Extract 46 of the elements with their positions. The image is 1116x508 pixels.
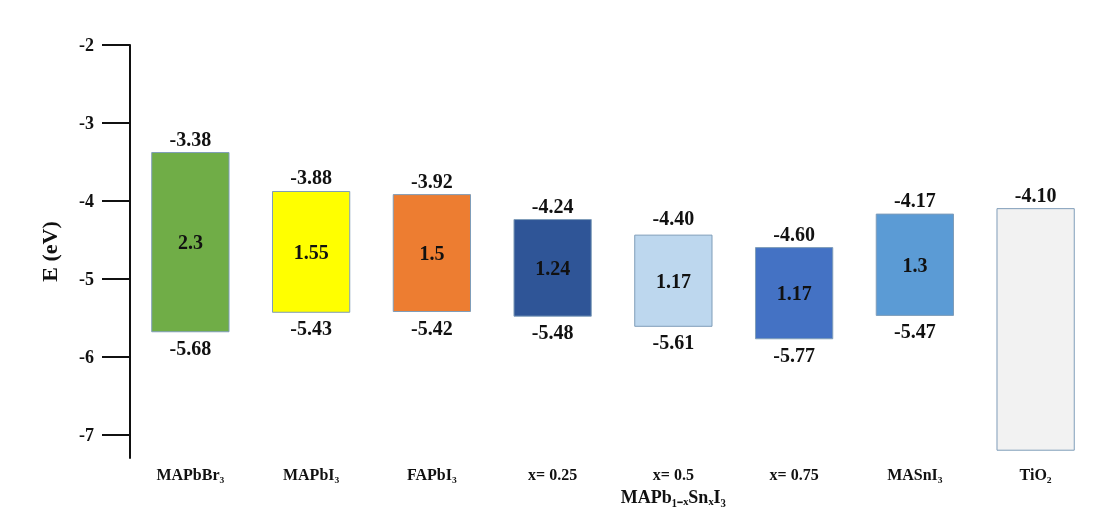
data-label: 1.24 [535,256,571,279]
annotation: -5.48 [531,321,574,344]
y-axis-title: E (eV) [36,221,62,282]
x-tick-label: FAPbI₃ [406,465,457,483]
text: MAPb₁₋ₓSnₓI₃ [620,487,727,507]
annotation: -5.43 [290,317,332,340]
x-tick-label: MAPbI₃ [282,465,340,483]
annotation: -4.24 [531,194,574,217]
annotation: -3.92 [411,169,453,192]
annotation: -5.68 [169,336,212,359]
y-tick-label: -7 [79,424,94,445]
data-label: 1.3 [902,253,928,276]
bar [996,208,1075,451]
x-tick-label: MASnI₃ [887,465,943,483]
x-tick-label: MAPbBr₃ [156,465,225,483]
y-tick-label: -4 [79,190,94,211]
bar [513,219,592,317]
annotation: -4.17 [894,189,936,212]
annotation: -5.42 [411,316,453,339]
x-tick-label: x= 0.25 [528,465,578,483]
data-label: 2.3 [177,231,203,254]
bar [271,191,351,313]
data-label: 1.5 [419,242,445,265]
data-label: 1.55 [293,240,329,263]
x-tick-label: x= 0.5 [652,465,694,483]
bar [875,213,955,316]
y-tick-label: -2 [79,35,94,55]
bar [754,247,834,340]
bar [634,234,713,327]
bar [151,152,230,333]
annotation: -5.77 [773,343,815,366]
data-label: 1.17 [776,282,812,305]
annotation: -4.60 [773,222,815,245]
y-tick-label: -6 [79,346,94,367]
y-tick-label: -5 [79,268,94,289]
bar [392,194,472,312]
annotation: -5.61 [652,331,695,354]
x-tick-label: x= 0.75 [769,465,819,483]
annotation: -3.88 [290,166,332,189]
data-label: 1.17 [655,269,691,292]
annotation: -5.47 [894,320,936,343]
x-tick-label: TiO₂ [1019,465,1052,483]
annotation: -3.38 [169,127,212,150]
annotation: -4.40 [652,207,695,230]
y-tick-label: -3 [79,112,94,133]
annotation: -4.10 [1014,183,1057,206]
